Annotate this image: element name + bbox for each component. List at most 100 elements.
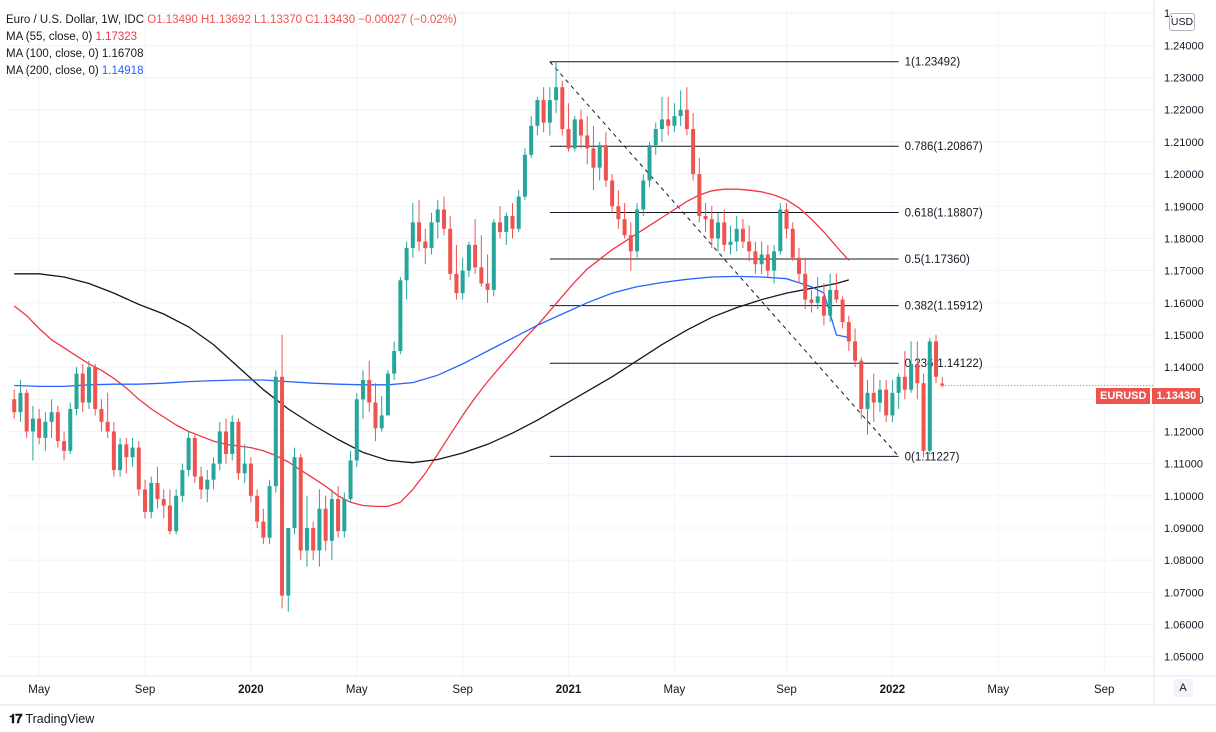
candle-body — [298, 457, 303, 551]
candle-body — [43, 421, 48, 438]
candle-body — [684, 109, 689, 130]
candle-body — [180, 470, 185, 496]
candle-body — [915, 363, 920, 384]
candle-body — [242, 463, 247, 474]
candle-body — [174, 495, 179, 532]
candle-body — [759, 254, 764, 265]
candle-body — [199, 476, 204, 490]
candle-body — [373, 402, 378, 429]
candle-body — [921, 383, 926, 451]
candle-body — [821, 296, 826, 316]
candle-body — [286, 528, 291, 596]
candle-body — [80, 373, 85, 403]
candle-body — [828, 289, 833, 316]
candle-body — [498, 222, 503, 232]
y-tick-label: 1.21000 — [1164, 137, 1204, 149]
candle-body — [579, 119, 583, 136]
candle-body — [603, 145, 608, 181]
y-tick-label: 1.05000 — [1164, 652, 1204, 664]
candle-body — [473, 244, 478, 268]
ma100-value: 1.16708 — [101, 48, 144, 60]
candle-body — [659, 119, 664, 130]
legend-ma55-row[interactable]: MA (55, close, 0) 1.17323 — [6, 29, 457, 46]
auto-scale-button[interactable]: A — [1173, 679, 1193, 697]
candle-body — [753, 251, 758, 265]
candle-body — [136, 447, 141, 490]
candle-body — [610, 180, 615, 207]
candle-body — [504, 215, 509, 232]
candle-body — [485, 283, 490, 290]
candle-body — [846, 322, 851, 342]
candle-body — [24, 392, 29, 432]
candle-body — [192, 437, 197, 477]
candle-body — [323, 508, 328, 541]
candle-body — [398, 280, 403, 352]
candle-body — [479, 267, 484, 284]
y-tick-label: 1. — [1164, 8, 1173, 20]
candle-body — [616, 206, 621, 220]
candle-body — [865, 392, 870, 409]
candle-body — [641, 180, 646, 210]
candle-body — [666, 119, 671, 126]
candle-body — [86, 367, 91, 403]
candle-body — [62, 441, 67, 451]
ohlc-close: C1.13430 — [305, 14, 356, 26]
tradingview-brand[interactable]: 𝟏𝟕 TradingView — [9, 711, 94, 727]
y-tick-label: 1.18000 — [1164, 233, 1204, 245]
last-price-tag: EURUSD 1.13430 — [1096, 388, 1201, 404]
fib-level-label: 1(1.23492) — [905, 57, 961, 69]
candle-body — [292, 457, 297, 528]
candle-body — [591, 148, 596, 168]
currency-button[interactable]: USD — [1169, 13, 1195, 31]
candle-body — [691, 129, 696, 175]
moving-averages — [13, 188, 850, 508]
legend-ma200-row[interactable]: MA (200, close, 0) 1.14918 — [6, 63, 457, 80]
candle-body — [361, 380, 366, 400]
candle-body — [628, 235, 633, 252]
y-tick-label: 1.17000 — [1164, 266, 1204, 278]
candle-body — [778, 209, 783, 252]
x-tick-label: Sep — [1094, 684, 1114, 696]
fib-level-label: 0.618(1.18807) — [905, 207, 983, 219]
candle-body — [267, 486, 272, 538]
y-tick-label: 1.10000 — [1164, 491, 1204, 503]
candle-body — [940, 383, 945, 386]
y-tick-label: 1.09000 — [1164, 523, 1204, 535]
candle-body — [143, 489, 148, 512]
candle-body — [896, 376, 901, 393]
candle-body — [840, 299, 845, 323]
ma100-label: MA (100, close, 0) — [6, 48, 99, 60]
candle-body — [130, 447, 135, 458]
x-tick-label: May — [28, 684, 50, 696]
candle-body — [734, 228, 739, 242]
candle-body — [49, 412, 54, 422]
y-tick-label: 1.15000 — [1164, 330, 1204, 342]
candle-body — [280, 376, 285, 596]
candle-body — [248, 463, 253, 496]
candle-body — [934, 341, 939, 377]
candle-body — [560, 87, 565, 130]
candle-body — [529, 125, 534, 155]
candle-body — [336, 499, 341, 532]
candle-body — [622, 219, 627, 236]
candle-body — [547, 100, 552, 123]
candle-body — [466, 244, 471, 271]
y-tick-label: 1.16000 — [1164, 298, 1204, 310]
candle-body — [342, 499, 347, 532]
candle-body — [18, 392, 23, 413]
candle-body — [311, 528, 316, 551]
y-tick-label: 1.14000 — [1164, 362, 1204, 374]
candle-body — [161, 499, 166, 506]
ma55-value: 1.17323 — [95, 31, 138, 43]
candle-body — [815, 296, 820, 303]
ma200-label: MA (200, close, 0) — [6, 65, 99, 77]
candle-body — [12, 399, 17, 413]
x-tick-label: Sep — [135, 684, 155, 696]
legend-ma100-row[interactable]: MA (100, close, 0) 1.16708 — [6, 46, 457, 63]
candle-body — [211, 463, 216, 480]
candle-body — [884, 389, 889, 416]
candle-body — [510, 215, 515, 229]
candle-body — [167, 505, 172, 532]
candle-body — [597, 145, 602, 168]
